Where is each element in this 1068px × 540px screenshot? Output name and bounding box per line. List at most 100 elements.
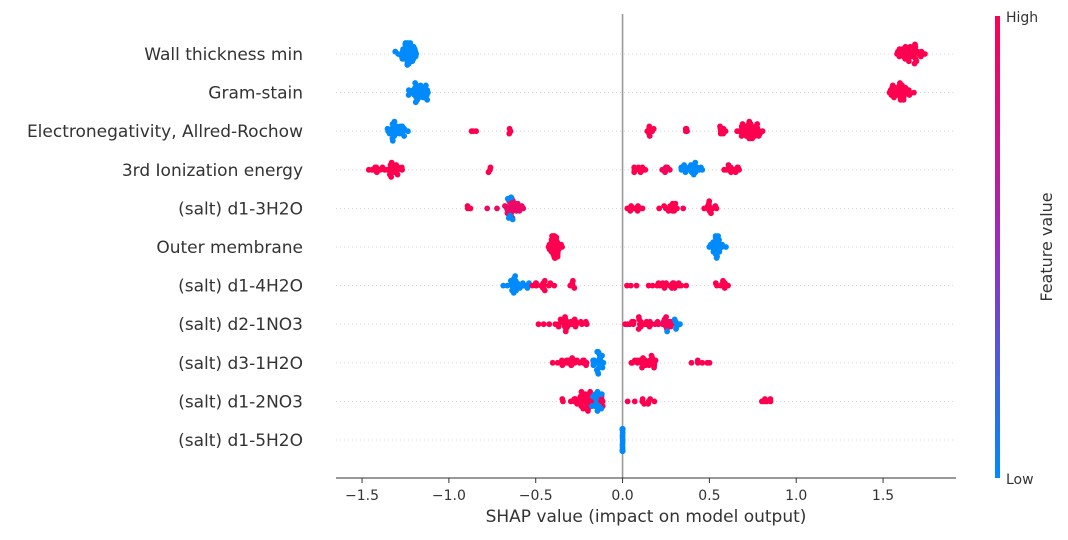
feature-value-colorbar (995, 16, 1000, 478)
shap-point (647, 357, 653, 364)
shap-point (661, 285, 668, 291)
feature-labels: Wall thickness min Gram-stain Electronegat… (27, 45, 303, 451)
shap-point (654, 318, 661, 325)
shap-point (717, 282, 724, 289)
shap-point (631, 398, 638, 405)
shap-point (552, 321, 559, 328)
shap-points (365, 40, 928, 454)
shap-point (393, 162, 400, 168)
x-tick-label: −1.0 (432, 488, 466, 504)
shap-point (661, 203, 667, 209)
shap-point (627, 207, 634, 214)
feature-label: Wall thickness min (144, 45, 303, 65)
shap-point (405, 92, 412, 98)
shap-point (409, 58, 416, 65)
shap-point (412, 99, 419, 106)
shap-point (384, 166, 391, 173)
shap-point (577, 393, 584, 400)
shap-point (624, 321, 631, 328)
shap-point (559, 244, 565, 250)
shap-point (666, 318, 672, 325)
x-axis: −1.5 −1.0 −0.5 0.0 0.5 1.0 1.5 (336, 477, 956, 504)
shap-point (540, 321, 547, 328)
shap-point (401, 133, 408, 139)
shap-point (675, 280, 682, 287)
shap-point (642, 166, 649, 173)
shap-point (562, 328, 569, 335)
shap-point (716, 248, 723, 255)
shap-point (639, 396, 646, 402)
shap-point (648, 352, 655, 359)
shap-point (651, 364, 657, 371)
shap-point (720, 130, 727, 137)
shap-point (562, 314, 568, 320)
x-tick-label: −0.5 (519, 488, 553, 504)
shap-point (554, 253, 561, 260)
feature-label: Outer membrane (156, 238, 303, 258)
shap-point (405, 87, 412, 94)
shap-point (576, 359, 583, 366)
shap-point (569, 355, 576, 361)
shap-point (704, 203, 711, 209)
shap-point (645, 400, 652, 407)
shap-point (647, 396, 654, 402)
shap-point (651, 398, 658, 405)
shap-point (909, 53, 916, 60)
shap-point (412, 80, 419, 86)
shap-point (704, 359, 711, 366)
shap-point (656, 205, 663, 212)
shap-point (405, 128, 411, 135)
x-axis-title: SHAP value (impact on model output) (486, 507, 807, 527)
shap-point (692, 159, 699, 166)
shap-point (706, 198, 713, 205)
shap-point (694, 164, 701, 171)
feature-label: 3rd Ionization energy (122, 161, 303, 181)
shap-point (624, 398, 631, 405)
shap-point (541, 277, 548, 284)
shap-point (554, 359, 561, 366)
shap-point (891, 84, 898, 91)
shap-point (739, 121, 746, 127)
shap-point (911, 60, 918, 67)
x-tick-label: −1.5 (345, 488, 379, 504)
feature-label: (salt) d1-3H2O (178, 199, 303, 219)
shap-point (567, 318, 574, 325)
shap-point (628, 359, 635, 366)
shap-point (891, 92, 898, 98)
shap-point (519, 280, 526, 287)
shap-point (559, 396, 566, 402)
shap-point (669, 280, 676, 287)
shap-point (412, 53, 419, 60)
shap-point (747, 121, 754, 127)
shap-point (583, 362, 589, 369)
shap-point (668, 285, 675, 291)
shap-point (641, 321, 648, 328)
shap-point (759, 128, 766, 135)
shap-point (699, 359, 706, 366)
shap-point (572, 396, 579, 402)
shap-point (404, 40, 411, 46)
shap-point (388, 159, 395, 166)
shap-point (629, 318, 635, 325)
shap-point (755, 133, 762, 139)
shap-point (762, 396, 768, 402)
x-tick-label: 0.0 (611, 488, 633, 504)
shap-point (619, 448, 626, 454)
shap-point (501, 203, 508, 209)
shap-point (578, 388, 585, 395)
shap-point (599, 352, 605, 359)
shap-point (549, 233, 555, 239)
shap-point (646, 133, 653, 139)
feature-label: Gram-stain (208, 84, 303, 104)
shap-point (389, 137, 396, 144)
shap-point (587, 388, 594, 395)
shap-point (634, 207, 641, 214)
shap-point (594, 348, 601, 355)
x-tick-label: 1.5 (872, 488, 894, 504)
shap-point (710, 248, 717, 255)
shap-point (641, 400, 648, 407)
shap-point (535, 321, 542, 328)
shap-point (399, 55, 406, 62)
shap-point (738, 133, 745, 139)
